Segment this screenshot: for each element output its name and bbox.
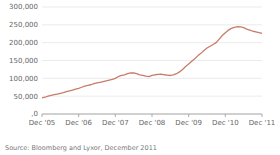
y-tick-label: 250,000 (9, 21, 38, 29)
y-tick-label: 300,000 (9, 3, 38, 11)
x-tick-label: Dec '10 (212, 119, 239, 127)
x-tick-label: Dec '08 (139, 119, 166, 127)
grid-line (42, 60, 262, 61)
x-tick (188, 114, 189, 117)
y-tick-label: 150,000 (9, 57, 38, 65)
grid-line (42, 24, 262, 25)
chart: ,0 50,000 100,000 150,000 200,000 250,000 300,… (0, 0, 280, 155)
x-tick-label: Dec '11 (249, 119, 276, 127)
source-note: Source: Bloomberg and Lyxor, December 20… (5, 144, 157, 152)
plot-area (42, 27, 262, 98)
x-tick (262, 114, 263, 117)
x-tick (225, 114, 226, 117)
grid-line (42, 96, 262, 97)
y-tick-label: 100,000 (9, 75, 38, 83)
grid-line (42, 78, 262, 79)
x-tick-label: Dec '09 (175, 119, 202, 127)
x-tick (78, 114, 79, 117)
grid-line (42, 7, 262, 8)
x-tick-label: Dec '05 (29, 119, 56, 127)
x-tick-label: Dec '06 (65, 119, 92, 127)
x-tick (152, 114, 153, 117)
x-tick (115, 114, 116, 117)
y-tick-label: ,0 (31, 110, 38, 118)
x-tick-label: Dec '07 (102, 119, 129, 127)
y-tick-label: 50,000 (14, 93, 39, 101)
y-tick-label: 200,000 (9, 39, 38, 47)
y-grid (42, 7, 262, 114)
line (42, 27, 262, 98)
grid-line (42, 42, 262, 43)
x-tick (42, 114, 43, 117)
